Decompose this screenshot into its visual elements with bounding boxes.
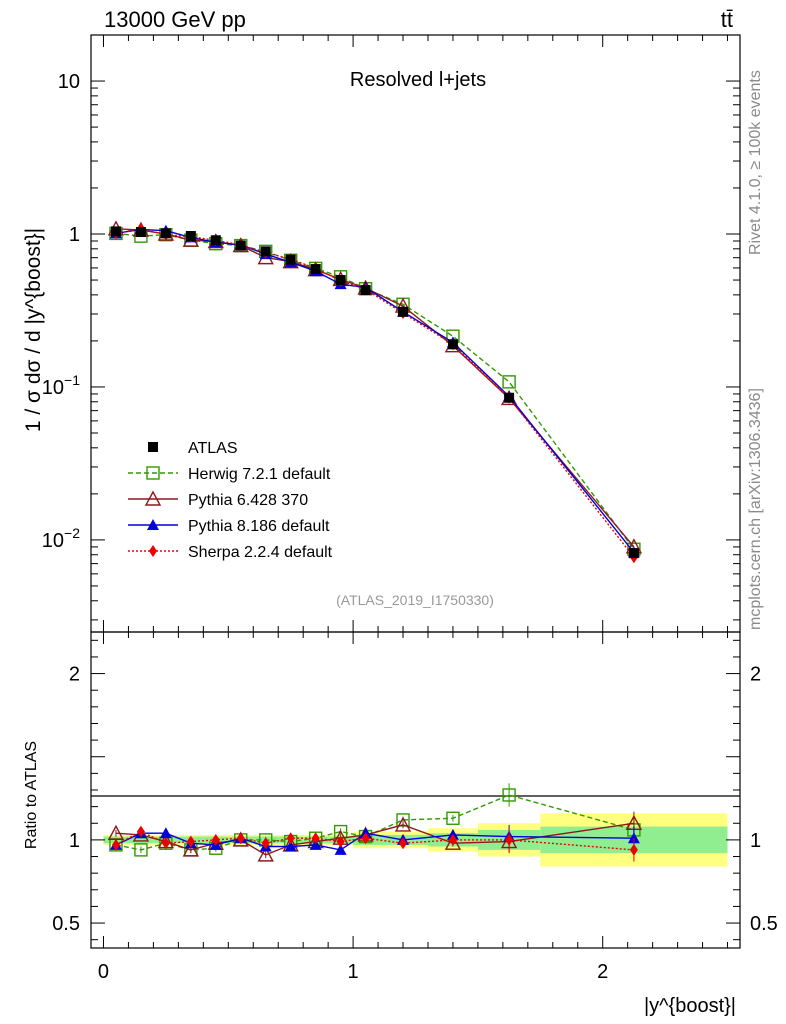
legend-label: Herwig 7.2.1 default	[188, 466, 331, 483]
ratio-point-3	[211, 833, 220, 846]
ratio-tick-label: 2	[750, 664, 761, 686]
ratio-point-3	[111, 838, 120, 851]
ratio-point-3	[136, 825, 145, 838]
header-energy-label: 13000 GeV pp	[104, 7, 246, 32]
legend-marker	[147, 519, 159, 530]
ratio-frame	[90, 631, 741, 949]
y-tick-label: 10−1	[42, 372, 80, 399]
main-axis-ticks: 10 1 10−1 10−2	[42, 34, 740, 632]
ratio-point-3	[161, 837, 170, 850]
ratio-tick-label: 1	[750, 830, 761, 852]
legend-marker	[144, 490, 162, 506]
data-point	[504, 392, 515, 403]
y-tick-label: 10	[58, 71, 80, 93]
legend-label: ATLAS	[188, 440, 238, 457]
ratio-point-3	[448, 833, 457, 846]
y-tick-exponent: −1	[64, 372, 80, 388]
legend-label: Pythia 8.186 default	[188, 518, 330, 535]
ratio-point-3	[399, 837, 408, 850]
ratio-point-2	[627, 832, 640, 844]
ratio-tick-label: 0.5	[750, 913, 778, 935]
data-point	[210, 235, 221, 246]
data-point	[447, 339, 458, 350]
ratio-point-0	[446, 811, 460, 825]
ratio-point-1	[182, 841, 200, 857]
x-axis-label: |y^{boost}|	[644, 995, 736, 1017]
legend-marker	[148, 442, 158, 452]
ratio-point-2	[159, 827, 172, 839]
data-point	[335, 275, 346, 286]
ratio-point-0	[134, 843, 148, 857]
ratio-tick-label: 2	[69, 664, 80, 686]
ratio-point-2	[334, 843, 347, 855]
ratio-point-3	[286, 832, 295, 845]
x-tick-label: 0	[98, 961, 109, 983]
main-panel: 10 1 10−1 10−2 Resolved l+jets (ATLAS_2019_…	[22, 34, 741, 633]
ratio-point-3	[336, 835, 345, 848]
legend-marker	[146, 466, 160, 480]
ratio-point-0	[502, 788, 516, 802]
legend: ATLAS Herwig 7.2.1 default Pythia 6.428 37…	[128, 440, 333, 561]
data-point	[185, 231, 196, 242]
ratio-point-2	[309, 838, 322, 850]
legend-label: Pythia 6.428 370	[188, 492, 308, 509]
ratio-point-3	[186, 835, 195, 848]
y-tick-label: 1	[69, 224, 80, 246]
x-tick-label: 2	[597, 961, 608, 983]
data-point	[160, 228, 171, 239]
data-point	[135, 227, 146, 238]
data-point	[310, 264, 321, 275]
data-point	[235, 240, 246, 251]
y-tick-label: 10−2	[42, 525, 80, 552]
x-tick-label: 1	[348, 961, 359, 983]
ratio-axis-ticks: 0 1 2 2 1 0.5 1 2 0.5	[52, 632, 778, 983]
ratio-point-1	[444, 834, 462, 850]
data-point	[110, 226, 121, 237]
ratio-point-3	[361, 832, 370, 845]
chart-title: Resolved l+jets	[350, 69, 486, 91]
ratio-y-axis-label: Ratio to ATLAS	[23, 741, 40, 849]
ratio-point-3	[505, 833, 514, 846]
ratio-tick-label: 1	[69, 830, 80, 852]
y-tick-exponent: −2	[64, 525, 80, 541]
analysis-watermark: (ATLAS_2019_I1750330)	[336, 592, 494, 608]
ratio-point-1	[394, 816, 412, 832]
ratio-panel: 0 1 2 2 1 0.5 1 2 0.5 Ratio to ATLAS	[23, 631, 778, 983]
ratio-point-3	[261, 837, 270, 850]
ratio-point-3	[629, 843, 638, 856]
data-point	[360, 285, 371, 296]
legend-label: Sherpa 2.2.4 default	[188, 544, 333, 561]
side-label-mcplots: mcplots.cern.ch [arXiv:1306.3436]	[747, 388, 764, 630]
legend-marker	[149, 545, 157, 557]
y-axis-label: 1 / σ dσ / d |y^{boost}|	[22, 228, 45, 432]
series-point-0	[502, 375, 516, 389]
header-process-label: tt̄	[721, 7, 733, 32]
ratio-point-3	[236, 832, 245, 845]
ratio-series-layer	[107, 783, 643, 862]
side-label-rivet: Rivet 4.1.0, ≥ 100k events	[747, 70, 764, 255]
data-point	[260, 246, 271, 257]
ratio-stat-band	[128, 836, 154, 844]
data-point	[285, 254, 296, 265]
main-frame	[90, 34, 741, 633]
data-point	[628, 548, 639, 559]
ratio-tick-label: 0.5	[52, 913, 80, 935]
data-point	[398, 306, 409, 317]
ratio-point-3	[311, 832, 320, 845]
ratio-point-1	[257, 846, 274, 862]
main-series-layer	[107, 220, 643, 564]
ratio-point-2	[284, 840, 297, 852]
